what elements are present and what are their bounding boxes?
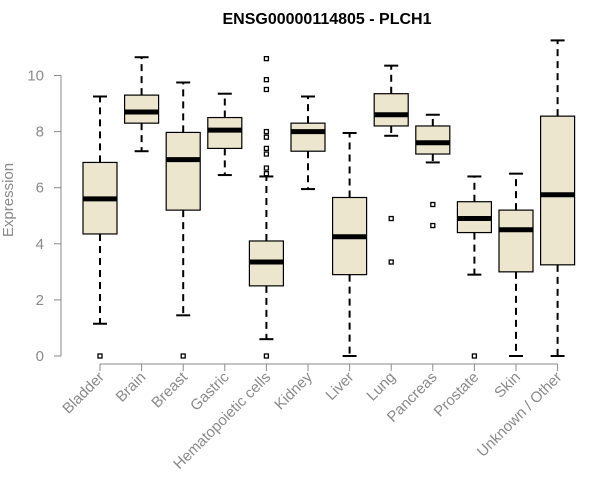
outlier-point	[430, 222, 436, 229]
box-iqr	[123, 94, 160, 124]
x-tick-label: Kidney	[271, 368, 316, 413]
outlier-point	[263, 165, 270, 171]
y-tick-label: 2	[36, 292, 44, 309]
x-tick-label: Skin	[491, 369, 524, 402]
box-iqr	[290, 122, 326, 152]
y-tick-label: 4	[36, 236, 44, 253]
x-tick-label: Liver	[322, 369, 357, 404]
x-tick-label: Brain	[113, 369, 150, 406]
outlier-point	[388, 259, 394, 265]
outlier-point	[263, 134, 270, 140]
outlier-point	[471, 353, 478, 359]
box-iqr	[207, 116, 243, 150]
x-tick-label: Lung	[363, 369, 399, 405]
outlier-point	[388, 215, 394, 222]
outlier-point	[263, 128, 270, 135]
outlier-point	[97, 353, 103, 359]
box-iqr	[165, 131, 201, 211]
outlier-point	[180, 353, 186, 359]
y-tick-label: 8	[36, 124, 44, 141]
chart-title: ENSG00000114805 - PLCH1	[222, 11, 431, 28]
outlier-point	[263, 77, 270, 83]
box-iqr	[373, 93, 409, 127]
y-tick-label: 0	[36, 348, 44, 365]
box-iqr	[415, 125, 451, 155]
x-tick-label: Breast	[148, 368, 191, 411]
outlier-point	[430, 201, 436, 208]
outlier-point	[263, 145, 270, 152]
box-iqr	[498, 209, 534, 273]
outlier-point	[263, 55, 270, 62]
outlier-point	[263, 86, 270, 93]
outlier-point	[263, 151, 270, 157]
outlier-point	[263, 353, 270, 359]
x-tick-label: Bladder	[59, 369, 108, 418]
y-tick-label: 10	[27, 67, 44, 84]
box-iqr	[539, 115, 576, 266]
x-tick-label: Prostate	[431, 369, 483, 421]
outlier-point	[263, 171, 270, 177]
y-tick-label: 6	[36, 180, 44, 197]
y-axis-label: Expression	[0, 163, 17, 237]
